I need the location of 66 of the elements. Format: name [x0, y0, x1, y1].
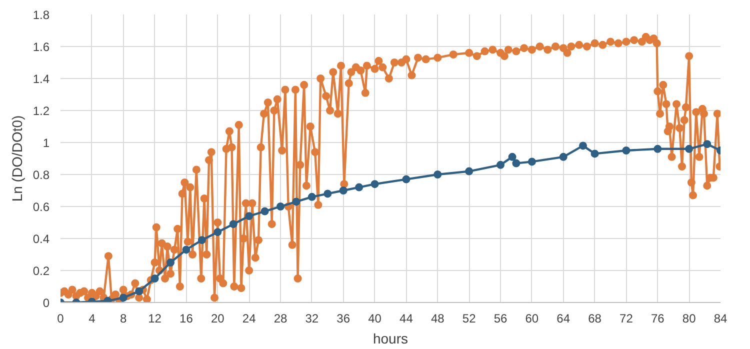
y-tick-label: 1: [42, 136, 50, 150]
x-tick-label: 4: [88, 312, 96, 326]
point: [465, 167, 474, 176]
point: [528, 158, 536, 166]
y-axis-title: Ln (DO/DOt0): [8, 115, 25, 202]
x-axis-title: hours: [372, 330, 408, 346]
point: [245, 212, 254, 220]
x-tick-label: 16: [180, 312, 194, 326]
x-tick-label: 40: [368, 312, 382, 326]
x-tick-label: 64: [556, 312, 570, 326]
point: [622, 146, 630, 154]
y-tick-label: 0.2: [32, 264, 50, 278]
point: [324, 190, 332, 198]
y-tick-label: 1.6: [32, 40, 50, 54]
point: [355, 183, 364, 192]
x-tick-label: 12: [148, 312, 162, 326]
y-tick-label: 1.4: [32, 72, 50, 86]
x-tick-label: 80: [682, 312, 696, 326]
point: [559, 152, 568, 161]
x-tick-label: 76: [650, 312, 665, 326]
x-tick-label: 72: [620, 312, 634, 326]
y-tick-label: 0.6: [32, 200, 50, 214]
point: [260, 207, 269, 216]
x-tick-label: 48: [430, 312, 445, 326]
point: [166, 258, 174, 266]
y-tick-label: 0.8: [32, 168, 50, 182]
point: [292, 198, 300, 206]
x-tick-label: 24: [242, 312, 256, 326]
point: [434, 170, 442, 178]
point: [703, 140, 712, 148]
point: [119, 294, 128, 302]
point: [214, 228, 222, 236]
x-tick-label: 0: [57, 312, 64, 326]
point: [579, 142, 587, 150]
x-tick-label: 28: [274, 312, 288, 326]
y-tick-label: 0.4: [32, 232, 50, 246]
y-tick-label: 0: [42, 296, 50, 310]
point: [508, 152, 516, 161]
y-tick-label: 1.8: [32, 8, 50, 22]
point: [104, 296, 112, 302]
x-tick-label: 84: [714, 312, 728, 326]
x-tick-label: 20: [210, 312, 225, 326]
point: [512, 159, 520, 168]
point: [308, 192, 316, 201]
x-tick-label: 52: [462, 312, 476, 326]
x-tick-label: 8: [120, 312, 128, 326]
point: [276, 202, 284, 210]
point: [402, 175, 410, 184]
x-tick-label: 60: [525, 312, 539, 326]
point: [590, 150, 599, 158]
point: [150, 274, 159, 282]
point: [496, 160, 504, 169]
point: [370, 180, 379, 188]
x-tick-label: 56: [494, 312, 508, 326]
x-tick-label: 44: [400, 312, 414, 326]
point: [135, 287, 144, 296]
point: [198, 236, 206, 244]
point: [229, 220, 238, 228]
x-tick-label: 32: [305, 312, 319, 326]
point: [685, 144, 694, 153]
point: [654, 144, 662, 153]
y-tick-label: 1.2: [32, 104, 50, 118]
point: [339, 186, 348, 194]
point: [182, 246, 190, 254]
x-tick-label: 68: [588, 312, 602, 326]
x-tick-label: 36: [336, 312, 350, 326]
